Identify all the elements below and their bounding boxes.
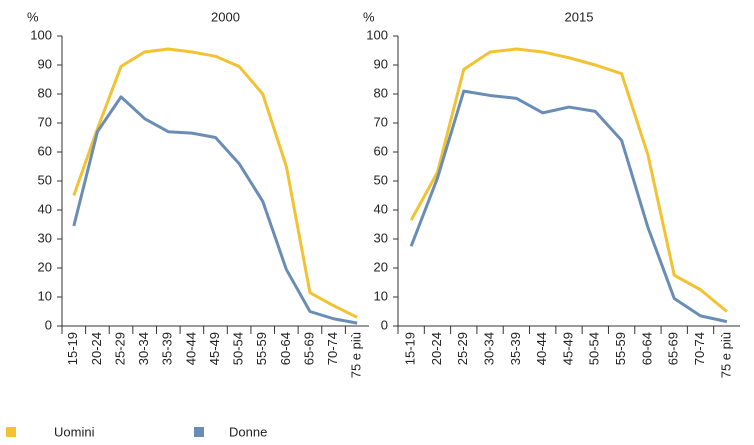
x-tick-label: 15-19 [65,332,80,365]
x-tick-label: 25-29 [455,332,470,365]
y-tick-label: 10 [38,288,52,303]
y-tick-label: 0 [45,317,52,332]
x-tick-label: 20-24 [429,332,444,365]
x-tick-label: 75 e più [718,332,733,378]
y-tick-label: 50 [38,172,52,187]
y-tick-label: 10 [374,288,388,303]
y-axis-label: % [363,9,375,24]
x-tick-label: 35-39 [160,332,175,365]
series-line: Uomini [409,47,728,313]
y-tick-label: 80 [374,85,388,100]
y-axis-label: % [27,9,39,24]
x-tick-label: 55-59 [613,332,628,365]
y-tick-label: 80 [38,85,52,100]
legend-swatch [194,427,204,437]
x-tick-label: 50-54 [587,332,602,365]
y-tick-label: 20 [374,259,388,274]
y-tick-label: 30 [374,230,388,245]
x-tick-label: 50-54 [231,332,246,365]
x-tick-label: 40-44 [183,332,198,365]
x-tick-label: 40-44 [534,332,549,365]
x-tick-label: 60-64 [278,332,293,365]
y-tick-label: 20 [38,259,52,274]
y-tick-label: 90 [38,56,52,71]
y-tick-label: 60 [374,143,388,158]
x-tick-label: 55-59 [254,332,269,365]
y-tick-label: 100 [366,27,388,42]
y-tick-label: 90 [374,56,388,71]
chart-title: 2000 [211,9,240,24]
series-line: Donne [72,95,358,325]
y-tick-label: 100 [30,27,52,42]
x-tick-label: 15-19 [403,332,418,365]
y-tick-label: 40 [374,201,388,216]
y-tick-label: 60 [38,143,52,158]
y-tick-label: 30 [38,230,52,245]
chart-title: 2015 [565,9,594,24]
x-tick-label: 65-69 [301,332,316,365]
x-tick-label: 60-64 [639,332,654,365]
x-tick-label: 70-74 [692,332,707,365]
series-line: Uomini [72,47,358,319]
x-tick-label: 45-49 [207,332,222,365]
x-tick-label: 25-29 [112,332,127,365]
x-tick-label: 65-69 [666,332,681,365]
x-tick-label: 70-74 [325,332,340,365]
x-tick-label: 75 e più [349,332,364,378]
y-tick-label: 40 [38,201,52,216]
x-tick-label: 35-39 [508,332,523,365]
x-tick-label: 45-49 [560,332,575,365]
y-tick-label: 0 [381,317,388,332]
y-tick-label: 70 [38,114,52,129]
legend-swatch [6,427,16,437]
y-tick-label: 70 [374,114,388,129]
legend-label: Donne [229,424,267,439]
legend-label: Uomini [54,424,95,439]
x-tick-label: 30-34 [136,332,151,365]
x-tick-label: 30-34 [482,332,497,365]
x-tick-label: 20-24 [89,332,104,365]
y-tick-label: 50 [374,172,388,187]
series-line: Donne [409,89,728,324]
